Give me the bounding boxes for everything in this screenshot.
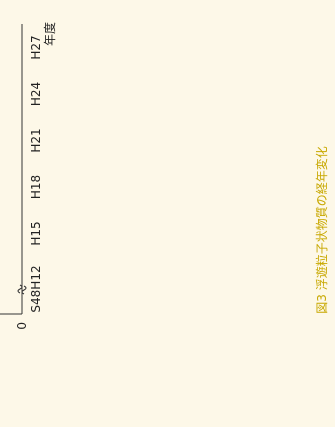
chart-caption-group: 図3 浮遊粒子状物質の経年変化 xyxy=(314,146,329,313)
x-tick-label: H27 xyxy=(29,35,43,59)
x-tick-label: H21 xyxy=(29,128,43,152)
axis-break-mark xyxy=(21,285,27,295)
tick-labels: 00.0200.0400.0600.080S48H12H15H18H21H24H… xyxy=(15,22,57,330)
x-axis-label: 年度 xyxy=(42,22,57,46)
x-tick-label: S48H12 xyxy=(29,265,43,312)
chart-axes xyxy=(0,24,27,315)
chart-plot-area: 0.0610.0490.0210.020 自排局平均一般局平均 00.0200.… xyxy=(0,22,57,330)
chart-title: 図3 浮遊粒子状物質の経年変化 xyxy=(314,146,329,313)
y-tick-label: 0 xyxy=(15,322,29,330)
x-tick-label: H24 xyxy=(29,82,43,106)
x-tick-label: H18 xyxy=(29,175,43,199)
x-tick-label: H15 xyxy=(29,221,43,245)
axis-break-mark xyxy=(17,284,23,294)
